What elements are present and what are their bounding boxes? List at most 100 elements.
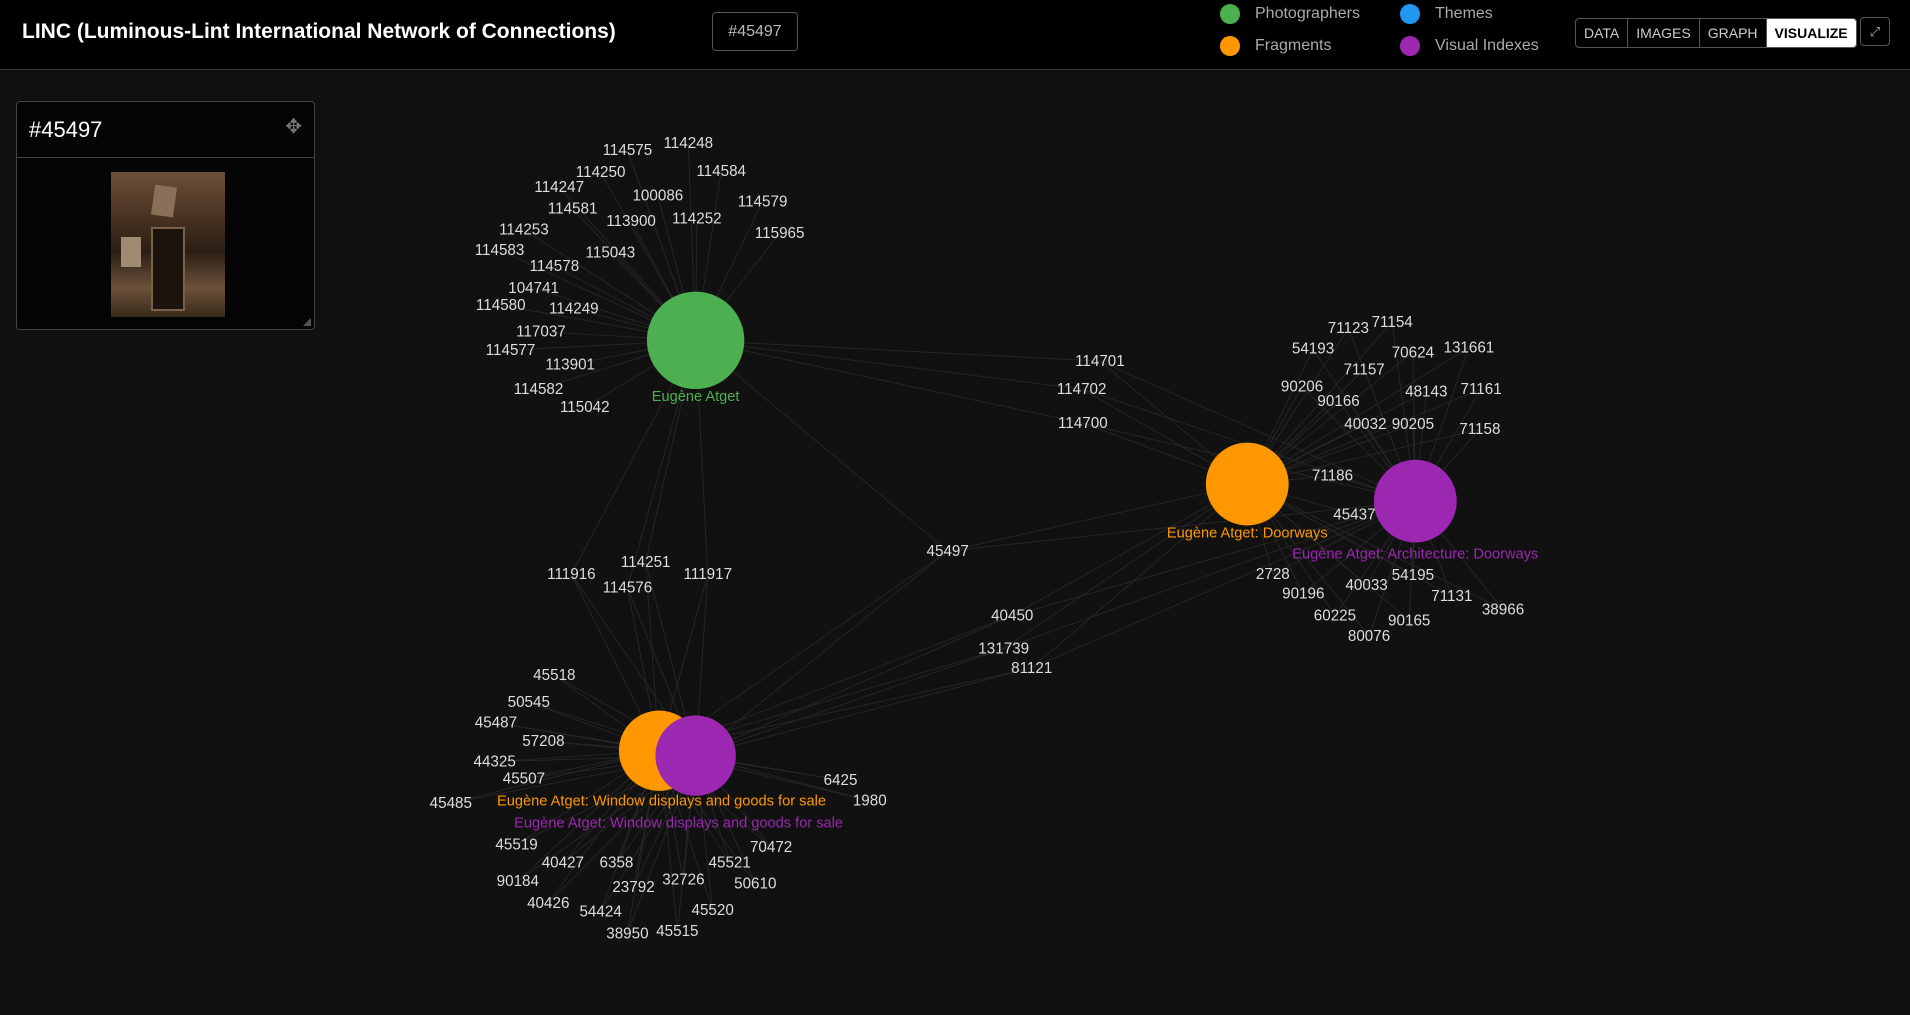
image-node[interactable]: 32726: [662, 872, 704, 889]
image-node[interactable]: 70472: [750, 839, 792, 856]
image-node[interactable]: 114701: [1075, 353, 1125, 370]
image-node[interactable]: 113901: [545, 357, 595, 374]
image-node[interactable]: 90184: [497, 873, 540, 890]
image-node[interactable]: 6358: [600, 855, 634, 872]
image-node[interactable]: 117037: [516, 324, 566, 341]
image-node[interactable]: 6425: [824, 772, 858, 789]
image-node[interactable]: 114582: [514, 381, 564, 398]
image-node[interactable]: 114247: [534, 179, 584, 196]
legend-visual-indexes[interactable]: Visual Indexes: [1400, 36, 1539, 56]
image-node[interactable]: 114249: [549, 301, 599, 318]
image-node[interactable]: 38966: [1482, 601, 1524, 618]
image-node[interactable]: 115965: [755, 225, 805, 242]
image-node[interactable]: 100086: [632, 187, 683, 204]
image-node[interactable]: 45519: [495, 836, 537, 853]
image-node[interactable]: 114575: [603, 142, 653, 159]
hub-node-vi-doorways[interactable]: [1373, 459, 1457, 543]
image-node[interactable]: 45497: [927, 543, 969, 560]
image-node[interactable]: 45515: [656, 923, 698, 940]
legend-themes[interactable]: Themes: [1400, 4, 1493, 24]
image-node[interactable]: 114702: [1057, 381, 1107, 398]
image-node[interactable]: 115042: [560, 399, 610, 416]
image-node[interactable]: 40450: [991, 607, 1033, 624]
image-node[interactable]: 50610: [734, 875, 776, 892]
image-node[interactable]: 71157: [1344, 361, 1385, 378]
tab-graph[interactable]: GRAPH: [1700, 19, 1767, 47]
image-node[interactable]: 45507: [503, 771, 545, 788]
image-node[interactable]: 114581: [548, 201, 598, 218]
image-node[interactable]: 111916: [547, 566, 596, 583]
image-node[interactable]: 114251: [621, 554, 671, 571]
legend-fragments[interactable]: Fragments: [1220, 36, 1331, 56]
image-node[interactable]: 23792: [612, 879, 654, 896]
image-node[interactable]: 71131: [1431, 588, 1472, 605]
tab-data[interactable]: DATA: [1576, 19, 1629, 47]
image-node[interactable]: 45487: [475, 715, 517, 732]
image-node[interactable]: 45518: [533, 667, 575, 684]
resize-handle-icon[interactable]: [303, 318, 311, 326]
image-node[interactable]: 71186: [1312, 467, 1353, 484]
image-node[interactable]: 114252: [672, 210, 722, 227]
image-node[interactable]: 71161: [1460, 381, 1501, 398]
image-node[interactable]: 40033: [1345, 577, 1387, 594]
image-node[interactable]: 114584: [696, 163, 746, 180]
fullscreen-button[interactable]: ⤢: [1860, 17, 1890, 46]
image-node[interactable]: 114577: [486, 342, 536, 359]
image-node[interactable]: 54195: [1392, 567, 1434, 584]
image-node[interactable]: 90205: [1392, 416, 1434, 433]
image-node[interactable]: 2728: [1256, 566, 1290, 583]
hub-node-frag-doorways[interactable]: [1205, 442, 1289, 526]
image-node[interactable]: 114580: [476, 297, 526, 314]
tab-visualize[interactable]: VISUALIZE: [1766, 19, 1856, 47]
panel-header[interactable]: #45497 ✥: [17, 102, 314, 158]
image-node[interactable]: 60225: [1314, 607, 1356, 624]
image-node[interactable]: 54193: [1292, 341, 1334, 358]
image-node[interactable]: 45485: [430, 795, 472, 812]
image-node[interactable]: 44325: [474, 754, 516, 771]
image-node[interactable]: 71158: [1459, 421, 1500, 438]
image-node[interactable]: 57208: [522, 733, 564, 750]
image-thumbnail[interactable]: [111, 172, 225, 317]
image-node[interactable]: 81121: [1011, 660, 1052, 677]
image-node[interactable]: 50545: [508, 694, 550, 711]
image-node[interactable]: 90206: [1281, 378, 1323, 395]
image-node[interactable]: 90196: [1282, 586, 1324, 603]
image-node[interactable]: 104741: [508, 280, 559, 297]
image-node[interactable]: 71123: [1328, 320, 1369, 337]
hub-node-vi-window[interactable]: [655, 715, 736, 796]
image-node[interactable]: 40427: [542, 855, 584, 872]
image-node[interactable]: 40032: [1344, 416, 1386, 433]
image-node[interactable]: 114700: [1058, 415, 1108, 432]
image-node[interactable]: 38950: [606, 925, 648, 942]
image-node[interactable]: 114579: [738, 193, 788, 210]
image-node[interactable]: 45520: [691, 902, 733, 919]
image-node[interactable]: 40426: [527, 895, 569, 912]
image-node[interactable]: 115043: [586, 245, 636, 262]
network-graph[interactable]: Eugène Atget Eugène Atget: Doorways Eugène…: [0, 70, 1910, 1015]
selected-image-panel[interactable]: #45497 ✥: [16, 101, 315, 330]
image-node[interactable]: 114248: [663, 135, 713, 152]
image-node[interactable]: 48143: [1405, 383, 1447, 400]
image-node[interactable]: 111917: [684, 566, 733, 583]
image-node[interactable]: 1980: [853, 793, 887, 810]
tab-images[interactable]: IMAGES: [1628, 19, 1700, 47]
image-node[interactable]: 114576: [603, 579, 653, 596]
image-node[interactable]: 71154: [1372, 314, 1414, 331]
image-node[interactable]: 114578: [530, 258, 580, 275]
image-node[interactable]: 54424: [579, 903, 622, 920]
move-arrows-icon[interactable]: ✥: [285, 116, 302, 138]
image-node[interactable]: 45521: [709, 855, 751, 872]
image-node[interactable]: 131661: [1444, 340, 1495, 357]
hub-node-photographer[interactable]: [646, 291, 745, 390]
image-node[interactable]: 114253: [499, 221, 549, 238]
image-node[interactable]: 90165: [1388, 612, 1430, 629]
search-id-badge[interactable]: #45497: [712, 12, 798, 51]
image-node[interactable]: 113900: [606, 213, 656, 230]
image-node[interactable]: 90166: [1317, 393, 1359, 410]
image-node[interactable]: 114583: [475, 242, 525, 259]
image-node[interactable]: 114250: [576, 164, 626, 181]
image-node[interactable]: 131739: [978, 640, 1029, 657]
image-node[interactable]: 80076: [1348, 628, 1390, 645]
image-node[interactable]: 45437: [1333, 506, 1375, 523]
legend-photographers[interactable]: Photographers: [1220, 4, 1360, 24]
